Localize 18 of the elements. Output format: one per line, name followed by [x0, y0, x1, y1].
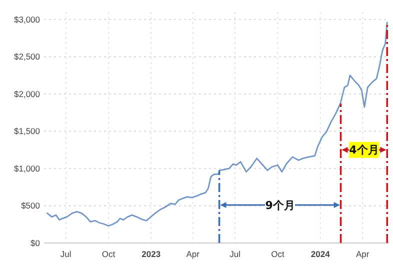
y-tick-label: $1,500	[14, 126, 40, 136]
x-tick-label: Jul	[230, 249, 241, 259]
x-tick-label: Apr	[356, 249, 370, 259]
y-tick-label: $1,000	[14, 163, 40, 174]
x-tick-label: Oct	[102, 249, 116, 259]
y-tick-label: $0	[30, 238, 40, 248]
annotation: 9个月	[265, 198, 295, 212]
x-tick-label: 2024	[310, 249, 330, 259]
annotation: 4个月	[349, 144, 379, 157]
y-tick-label: $2,500	[14, 52, 40, 62]
x-tick-label: 2023	[142, 249, 161, 259]
y-tick-label: $500	[21, 200, 40, 211]
line-series	[46, 22, 388, 227]
x-tick-label: Oct	[271, 249, 285, 259]
y-tick-label: $3,000	[14, 14, 40, 24]
x-tick-label: Apr	[186, 249, 200, 259]
y-tick-label: $2,000	[14, 88, 40, 99]
x-tick-label: Jul	[60, 249, 72, 259]
